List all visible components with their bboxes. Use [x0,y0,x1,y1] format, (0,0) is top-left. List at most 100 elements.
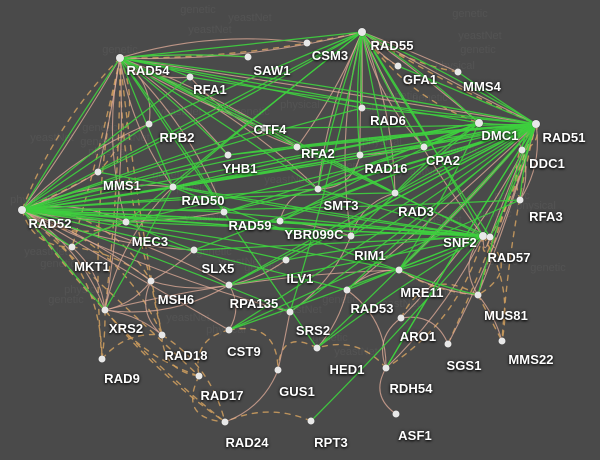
network-node-rpt3[interactable] [307,417,315,425]
network-node-gus1[interactable] [274,366,282,374]
node-label-rad3: RAD3 [398,204,434,219]
node-label-sgs1: SGS1 [446,358,482,373]
node-label-gfa1: GFA1 [402,72,438,87]
network-node-rad51[interactable] [532,120,540,128]
node-label-asf1: ASF1 [398,428,432,443]
node-label-rad51: RAD51 [542,130,586,145]
network-node-aro1[interactable] [397,314,405,322]
network-node-rdh54[interactable] [382,364,390,372]
network-node-cpa2[interactable] [420,143,428,151]
network-node-rpa135[interactable] [225,281,233,289]
network-node-asf1[interactable] [392,410,400,418]
node-label-rfa3: RFA3 [529,209,563,224]
network-node-hed1[interactable] [313,344,321,352]
node-label-rpb2: RPB2 [159,130,195,145]
network-node-saw1[interactable] [244,53,252,61]
node-label-cpa2: CPA2 [425,153,461,168]
network-node-rpb2[interactable] [145,120,153,128]
node-label-rad17: RAD17 [200,388,244,403]
network-node-rfa2[interactable] [293,143,301,151]
network-node-csm3[interactable] [303,39,311,47]
network-node-rad54[interactable] [116,54,124,62]
node-label-srs2: SRS2 [295,323,331,338]
network-node-rim1[interactable] [347,232,355,240]
node-label-yhb1: YHB1 [222,161,258,176]
network-node-rad57[interactable] [486,233,494,241]
node-label-csm3: CSM3 [311,48,349,63]
network-node-mms4[interactable] [454,68,462,76]
network-node-rad24[interactable] [221,418,229,426]
network-node-gfa1[interactable] [394,62,402,70]
node-label-msh6: MSH6 [157,292,195,307]
node-label-ilv1: ILV1 [286,271,314,286]
network-node-rad18[interactable] [158,331,166,339]
node-label-rad59: RAD59 [228,218,272,233]
node-label-mms4: MMS4 [463,79,501,94]
node-label-hed1: HED1 [329,362,365,377]
network-node-srs2[interactable] [286,308,294,316]
network-node-snf2[interactable] [479,232,487,240]
node-label-mre11: MRE11 [400,285,444,300]
node-label-rad53: RAD53 [350,301,394,316]
network-node-mre11[interactable] [395,266,403,274]
network-node-rad9[interactable] [98,355,106,363]
network-node-ddc1[interactable] [518,146,526,154]
node-label-rad57: RAD57 [487,250,531,265]
node-label-rim1: RIM1 [354,248,386,263]
node-label-mus81: MUS81 [484,308,528,323]
node-label-rad54: RAD54 [126,63,170,78]
node-label-rpt3: RPT3 [314,435,348,450]
node-label-rfa2: RFA2 [301,146,335,161]
network-node-rad6[interactable] [358,104,366,112]
node-label-cst9: CST9 [227,344,261,359]
network-node-smt3[interactable] [314,185,322,193]
node-label-rad9: RAD9 [104,371,140,386]
network-node-dmc1[interactable] [475,119,483,127]
network-node-msh6[interactable] [147,277,155,285]
node-label-mkt1: MKT1 [74,259,110,274]
node-label-rad16: RAD16 [364,161,408,176]
network-node-ybr099c[interactable] [276,217,284,225]
network-node-sgs1[interactable] [444,340,452,348]
node-label-dmc1: DMC1 [481,128,519,143]
node-label-mec3: MEC3 [131,234,169,249]
network-node-yhb1[interactable] [224,151,232,159]
network-node-mms22[interactable] [498,337,506,345]
node-label-aro1: ARO1 [399,329,437,344]
node-label-rfa1: RFA1 [193,82,227,97]
network-node-rad55[interactable] [358,28,366,36]
node-label-mms1: MMS1 [103,178,141,193]
network-node-rad53[interactable] [343,286,351,294]
network-node-ctf4[interactable] [260,124,268,132]
network-node-rad17[interactable] [195,372,203,380]
node-label-smt3: SMT3 [323,198,359,213]
network-node-xrs2[interactable] [101,306,109,314]
network-node-rad52[interactable] [18,206,26,214]
node-label-snf2: SNF2 [443,235,477,250]
node-label-saw1: SAW1 [253,63,291,78]
node-label-rad52: RAD52 [28,216,72,231]
network-node-rad50[interactable] [169,183,177,191]
network-node-cst9[interactable] [225,326,233,334]
node-label-gus1: GUS1 [279,384,315,399]
node-label-rad55: RAD55 [370,38,414,53]
network-node-mkt1[interactable] [68,243,76,251]
network-node-rfa1[interactable] [186,73,194,81]
network-node-ilv1[interactable] [282,256,290,264]
network-node-rad16[interactable] [356,151,364,159]
node-label-rad6: RAD6 [370,113,406,128]
network-node-slx5[interactable] [190,246,198,254]
node-label-xrs2: XRS2 [108,321,144,336]
node-label-slx5: SLX5 [201,261,235,276]
network-node-mms1[interactable] [94,168,102,176]
network-node-mec3[interactable] [122,218,130,226]
network-node-mus81[interactable] [474,291,482,299]
network-node-rad3[interactable] [391,189,399,197]
network-node-rad59[interactable] [220,208,228,216]
node-label-rad50: RAD50 [181,193,225,208]
network-node-rfa3[interactable] [516,196,524,204]
node-label-ctf4: CTF4 [253,122,287,137]
node-label-mms22: MMS22 [508,352,554,367]
